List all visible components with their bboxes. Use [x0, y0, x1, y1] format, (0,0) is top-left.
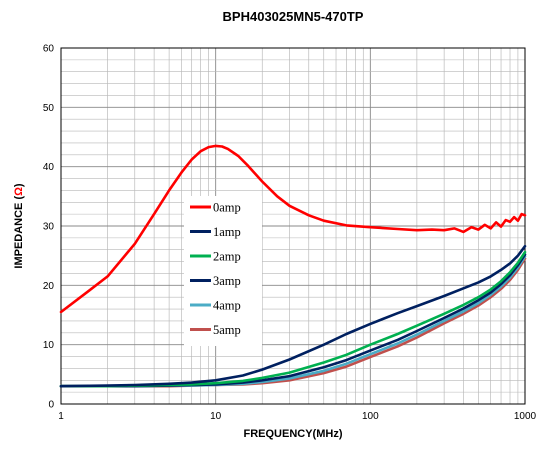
y-axis-title-unit: Ω	[13, 187, 25, 196]
series-line-4amp	[59, 254, 527, 388]
y-tick-label: 40	[43, 162, 55, 173]
y-tick-label: 0	[48, 400, 54, 411]
legend-label-5amp: 5amp	[213, 323, 241, 337]
series-line-1amp	[59, 244, 527, 388]
x-tick-labels: 1 10 100 1000	[58, 411, 536, 422]
legend-label-3amp: 3amp	[213, 274, 241, 288]
y-tick-label: 10	[43, 340, 55, 351]
legend-label-4amp: 4amp	[213, 299, 241, 313]
y-tick-label: 20	[43, 281, 55, 292]
x-tick-label: 100	[362, 411, 379, 422]
legend-label-1amp: 1amp	[213, 225, 241, 239]
series-lines	[59, 144, 527, 388]
y-axis-title: IMPEDANCE (Ω)	[13, 183, 25, 269]
x-tick-label: 10	[210, 411, 222, 422]
plot-frame	[60, 47, 526, 405]
grid	[61, 48, 525, 404]
series-line-5amp	[59, 257, 527, 388]
y-tick-label: 60	[43, 44, 55, 55]
y-tick-labels: 0 10 20 30 40 50 60	[43, 44, 55, 411]
chart-title: BPH403025MN5-470TP	[223, 9, 364, 24]
x-tick-label: 1	[58, 411, 64, 422]
series-line-0amp	[59, 144, 527, 314]
series-line-2amp	[59, 250, 527, 388]
y-axis-title-suffix: )	[13, 183, 25, 187]
y-tick-label: 50	[43, 103, 55, 114]
series-line-3amp	[59, 253, 527, 388]
legend-label-2amp: 2amp	[213, 250, 241, 264]
x-tick-label: 1000	[514, 411, 537, 422]
legend-box	[184, 196, 262, 346]
y-axis-title-prefix: IMPEDANCE (	[13, 196, 25, 269]
y-tick-label: 30	[43, 222, 55, 233]
legend: 0amp 1amp 2amp 3amp 4amp 5amp	[184, 196, 262, 346]
x-axis-title: FREQUENCY(MHz)	[244, 428, 343, 440]
legend-label-0amp: 0amp	[213, 201, 241, 215]
